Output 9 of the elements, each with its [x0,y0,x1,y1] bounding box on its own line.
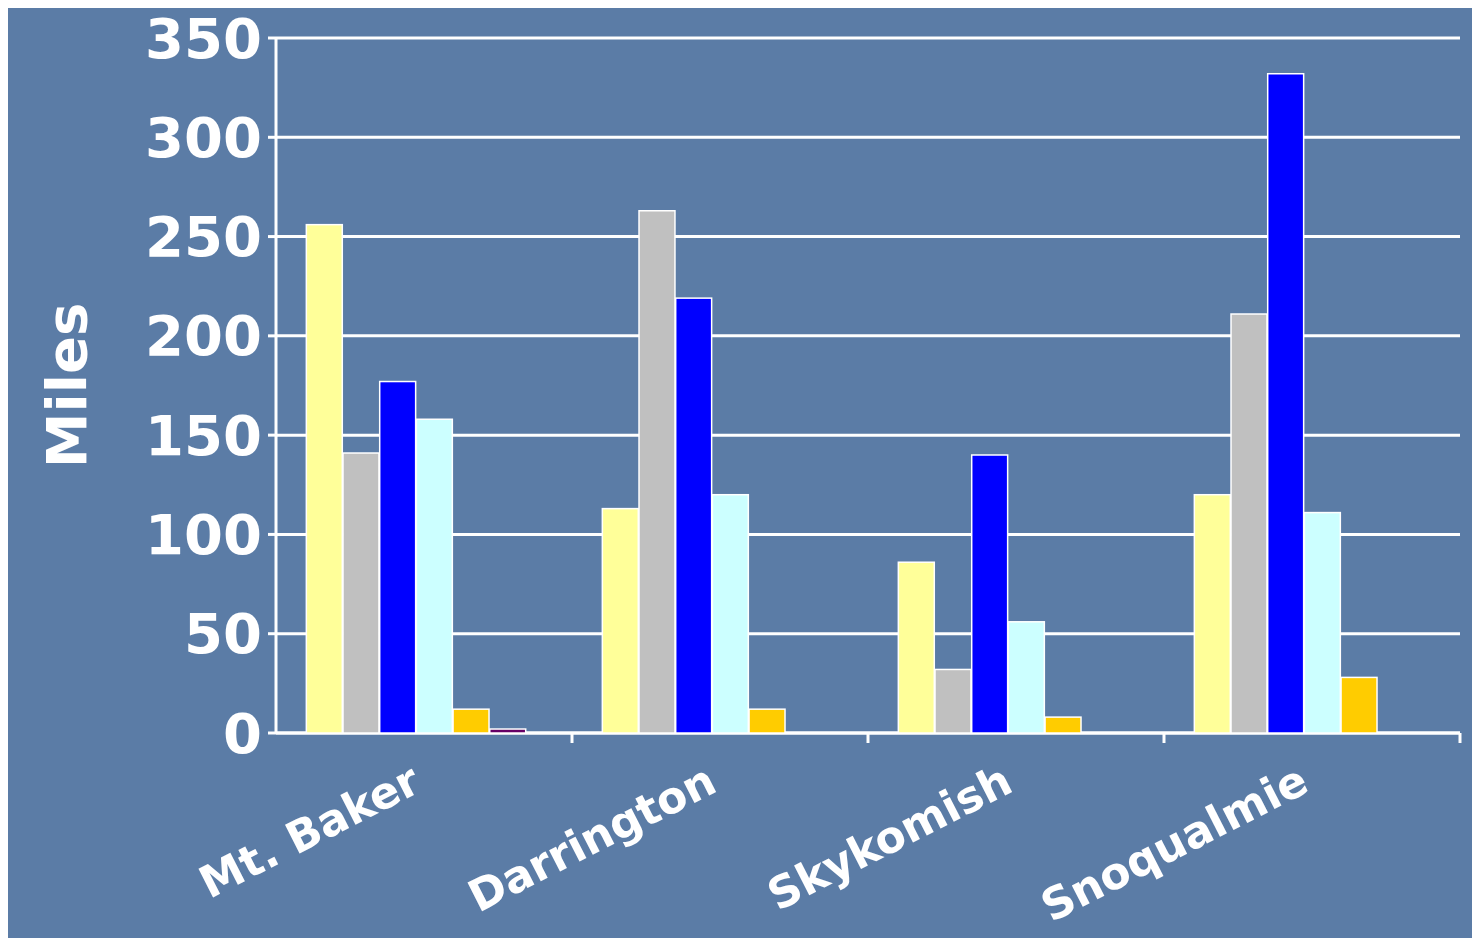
y-tick-label: 100 [145,502,262,568]
y-tick-label: 350 [145,5,262,71]
y-tick-label: 150 [145,402,262,468]
y-tick-label: 300 [145,104,262,170]
y-tick-label: 0 [223,700,262,766]
y-tick-label: 50 [184,601,262,667]
y-axis-title: Miles [33,302,99,469]
y-tick-label: 200 [145,303,262,369]
y-tick-label: 250 [145,204,262,270]
